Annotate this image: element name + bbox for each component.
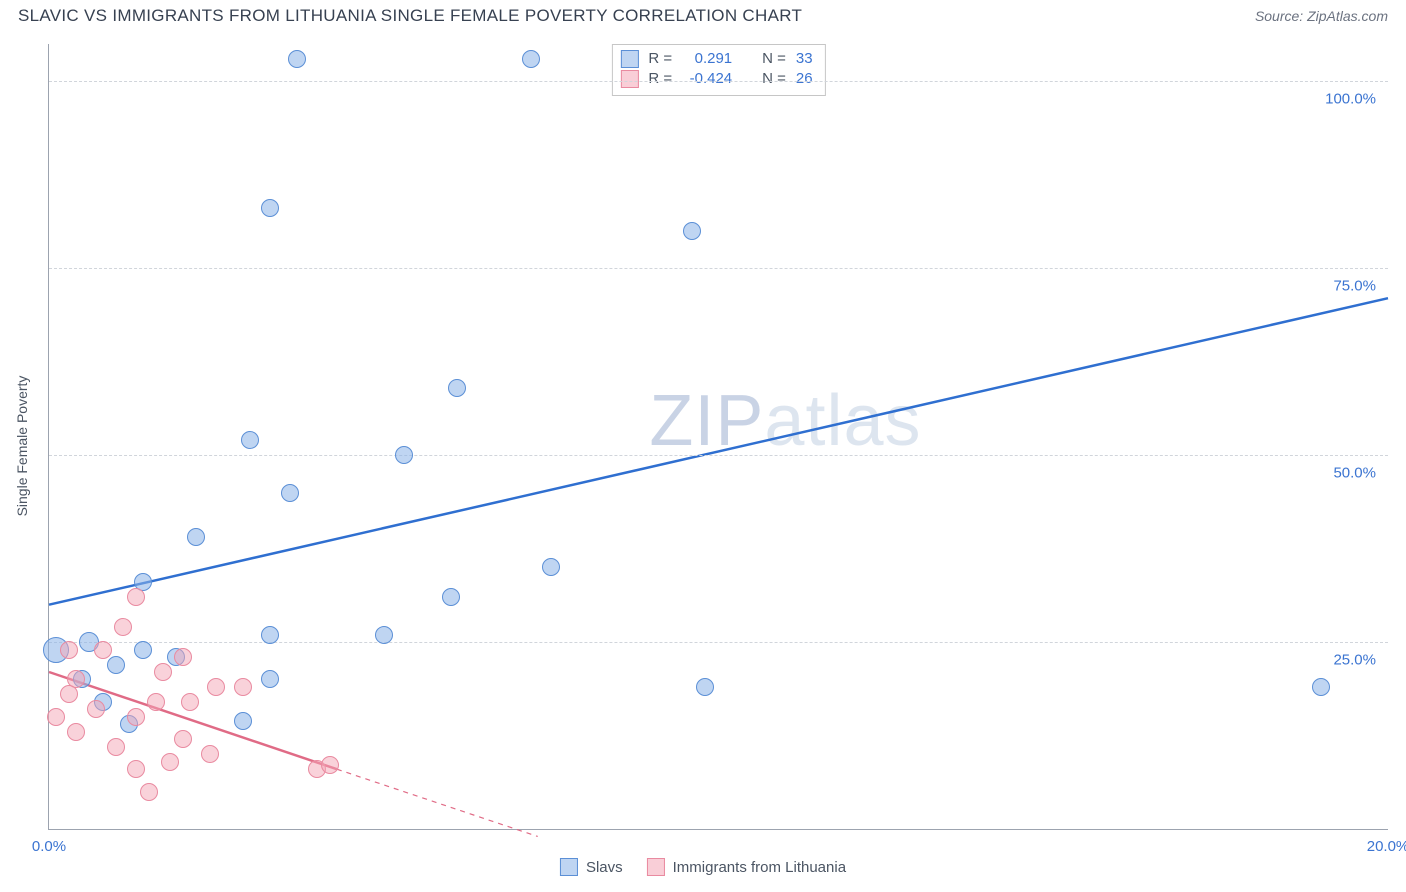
gridline: [49, 642, 1388, 643]
y-axis-label: Single Female Poverty: [14, 376, 30, 517]
data-point: [67, 723, 85, 741]
stats-row-slavs: R = 0.291 N = 33: [620, 49, 812, 69]
data-point: [174, 648, 192, 666]
y-tick-label: 50.0%: [1333, 465, 1376, 482]
r-value-slavs: 0.291: [682, 49, 732, 69]
swatch-pink: [647, 858, 665, 876]
n-value-lithuania: 26: [796, 69, 813, 89]
chart-header: SLAVIC VS IMMIGRANTS FROM LITHUANIA SING…: [0, 0, 1406, 30]
legend-label-slavs: Slavs: [586, 859, 623, 876]
data-point: [442, 588, 460, 606]
plot-area: ZIPatlas R = 0.291 N = 33 R = -0.424 N =…: [48, 44, 1388, 830]
gridline: [49, 455, 1388, 456]
data-point: [127, 760, 145, 778]
data-point: [127, 588, 145, 606]
data-point: [147, 693, 165, 711]
series-legend: Slavs Immigrants from Lithuania: [560, 858, 846, 876]
r-value-lithuania: -0.424: [682, 69, 732, 89]
data-point: [187, 528, 205, 546]
data-point: [161, 753, 179, 771]
data-point: [174, 730, 192, 748]
trend-line: [49, 298, 1388, 605]
n-label: N =: [762, 69, 786, 89]
r-label: R =: [648, 49, 672, 69]
data-point: [134, 641, 152, 659]
data-point: [201, 745, 219, 763]
source-attribution: Source: ZipAtlas.com: [1255, 8, 1388, 24]
stats-legend: R = 0.291 N = 33 R = -0.424 N = 26: [611, 44, 825, 96]
data-point: [522, 50, 540, 68]
data-point: [140, 783, 158, 801]
data-point: [261, 626, 279, 644]
swatch-blue: [560, 858, 578, 876]
data-point: [1312, 678, 1330, 696]
data-point: [395, 446, 413, 464]
chart-container: ZIPatlas R = 0.291 N = 33 R = -0.424 N =…: [48, 44, 1388, 830]
data-point: [683, 222, 701, 240]
stats-row-lithuania: R = -0.424 N = 26: [620, 69, 812, 89]
y-tick-label: 25.0%: [1333, 652, 1376, 669]
n-value-slavs: 33: [796, 49, 813, 69]
data-point: [281, 484, 299, 502]
legend-item-lithuania: Immigrants from Lithuania: [647, 858, 846, 876]
data-point: [234, 678, 252, 696]
data-point: [261, 199, 279, 217]
gridline: [49, 268, 1388, 269]
y-tick-label: 100.0%: [1325, 91, 1376, 108]
legend-item-slavs: Slavs: [560, 858, 623, 876]
data-point: [542, 558, 560, 576]
r-label: R =: [648, 69, 672, 89]
data-point: [448, 379, 466, 397]
chart-title: SLAVIC VS IMMIGRANTS FROM LITHUANIA SING…: [18, 6, 802, 26]
x-tick-label: 0.0%: [32, 838, 66, 855]
data-point: [60, 685, 78, 703]
data-point: [60, 641, 78, 659]
data-point: [241, 431, 259, 449]
data-point: [696, 678, 714, 696]
data-point: [234, 712, 252, 730]
gridline: [49, 81, 1388, 82]
data-point: [261, 670, 279, 688]
legend-label-lithuania: Immigrants from Lithuania: [673, 859, 846, 876]
data-point: [375, 626, 393, 644]
data-point: [181, 693, 199, 711]
data-point: [94, 641, 112, 659]
trend-line-extrapolation: [337, 769, 538, 836]
source-name: ZipAtlas.com: [1307, 8, 1388, 24]
data-point: [207, 678, 225, 696]
data-point: [114, 618, 132, 636]
data-point: [47, 708, 65, 726]
source-prefix: Source:: [1255, 8, 1307, 24]
x-tick-label: 20.0%: [1367, 838, 1406, 855]
swatch-blue: [620, 50, 638, 68]
data-point: [321, 756, 339, 774]
data-point: [288, 50, 306, 68]
swatch-pink: [620, 70, 638, 88]
data-point: [107, 738, 125, 756]
n-label: N =: [762, 49, 786, 69]
trend-line: [49, 672, 337, 769]
data-point: [107, 656, 125, 674]
data-point: [87, 700, 105, 718]
y-tick-label: 75.0%: [1333, 278, 1376, 295]
data-point: [127, 708, 145, 726]
data-point: [154, 663, 172, 681]
